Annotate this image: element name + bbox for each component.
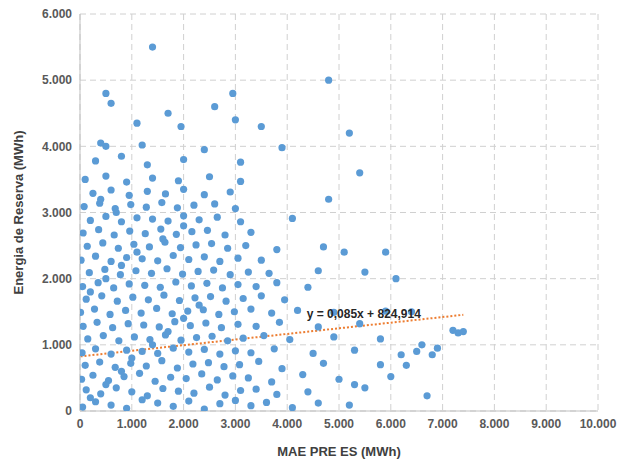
svg-text:4.000: 4.000: [272, 417, 302, 431]
svg-text:2.000: 2.000: [169, 417, 199, 431]
svg-text:5.000: 5.000: [324, 417, 354, 431]
svg-text:6.000: 6.000: [376, 417, 406, 431]
svg-text:10.000: 10.000: [580, 417, 617, 431]
svg-text:4.000: 4.000: [42, 140, 72, 154]
svg-text:3.000: 3.000: [220, 417, 250, 431]
svg-text:3.000: 3.000: [42, 206, 72, 220]
svg-text:6.000: 6.000: [42, 7, 72, 21]
svg-text:8.000: 8.000: [479, 417, 509, 431]
svg-text:y = 0,085x + 824,914: y = 0,085x + 824,914: [307, 307, 421, 321]
svg-text:0: 0: [77, 417, 84, 431]
svg-text:9.000: 9.000: [531, 417, 561, 431]
svg-text:2.000: 2.000: [42, 272, 72, 286]
svg-text:MAE PRE ES (MWh): MAE PRE ES (MWh): [277, 444, 401, 459]
svg-text:Energia de Reserva (MWh): Energia de Reserva (MWh): [11, 131, 26, 295]
svg-text:1.000: 1.000: [117, 417, 147, 431]
svg-text:1.000: 1.000: [42, 338, 72, 352]
svg-text:7.000: 7.000: [428, 417, 458, 431]
svg-text:5.000: 5.000: [42, 73, 72, 87]
svg-text:0: 0: [65, 404, 72, 418]
